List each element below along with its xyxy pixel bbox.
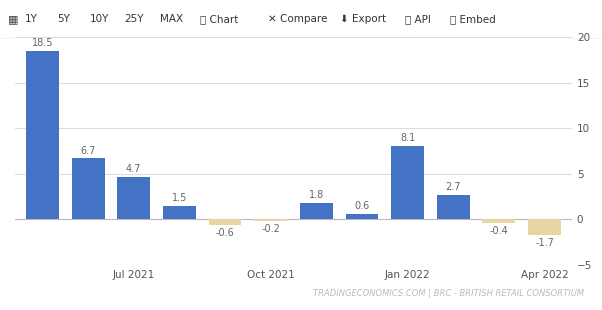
- Text: ▦: ▦: [8, 14, 19, 24]
- Text: 5Y: 5Y: [57, 14, 70, 24]
- Text: ⬛ Embed: ⬛ Embed: [450, 14, 496, 24]
- Text: 6.7: 6.7: [81, 146, 96, 156]
- Text: ⬛ Chart: ⬛ Chart: [200, 14, 238, 24]
- Bar: [254, 219, 287, 221]
- Bar: [208, 219, 241, 225]
- Text: ⬛ API: ⬛ API: [405, 14, 431, 24]
- Bar: [72, 158, 105, 219]
- Text: -0.6: -0.6: [216, 228, 234, 238]
- Bar: [117, 177, 150, 219]
- Text: 4.7: 4.7: [126, 164, 141, 174]
- Bar: [26, 51, 59, 219]
- Text: TRADINGECONOMICS.COM | BRC - BRITISH RETAIL CONSORTIUM: TRADINGECONOMICS.COM | BRC - BRITISH RET…: [313, 289, 584, 298]
- Text: 1.5: 1.5: [172, 193, 187, 203]
- Text: 1Y: 1Y: [25, 14, 38, 24]
- Text: -0.4: -0.4: [489, 226, 508, 236]
- Bar: [437, 195, 470, 219]
- Text: 8.1: 8.1: [400, 133, 415, 143]
- Text: MAX: MAX: [160, 14, 183, 24]
- Bar: [300, 203, 333, 219]
- Text: 18.5: 18.5: [32, 38, 53, 48]
- Bar: [528, 219, 561, 235]
- Text: ⬇ Export: ⬇ Export: [340, 14, 386, 24]
- Bar: [391, 146, 424, 219]
- Text: 1.8: 1.8: [309, 190, 324, 200]
- Text: 2.7: 2.7: [445, 182, 461, 192]
- Text: -0.2: -0.2: [261, 224, 280, 234]
- Bar: [163, 206, 196, 219]
- Bar: [482, 219, 515, 223]
- Text: 25Y: 25Y: [124, 14, 143, 24]
- Text: ✕ Compare: ✕ Compare: [268, 14, 327, 24]
- Bar: [346, 214, 379, 219]
- Text: 0.6: 0.6: [355, 201, 370, 211]
- Text: 10Y: 10Y: [90, 14, 110, 24]
- Text: -1.7: -1.7: [535, 238, 554, 248]
